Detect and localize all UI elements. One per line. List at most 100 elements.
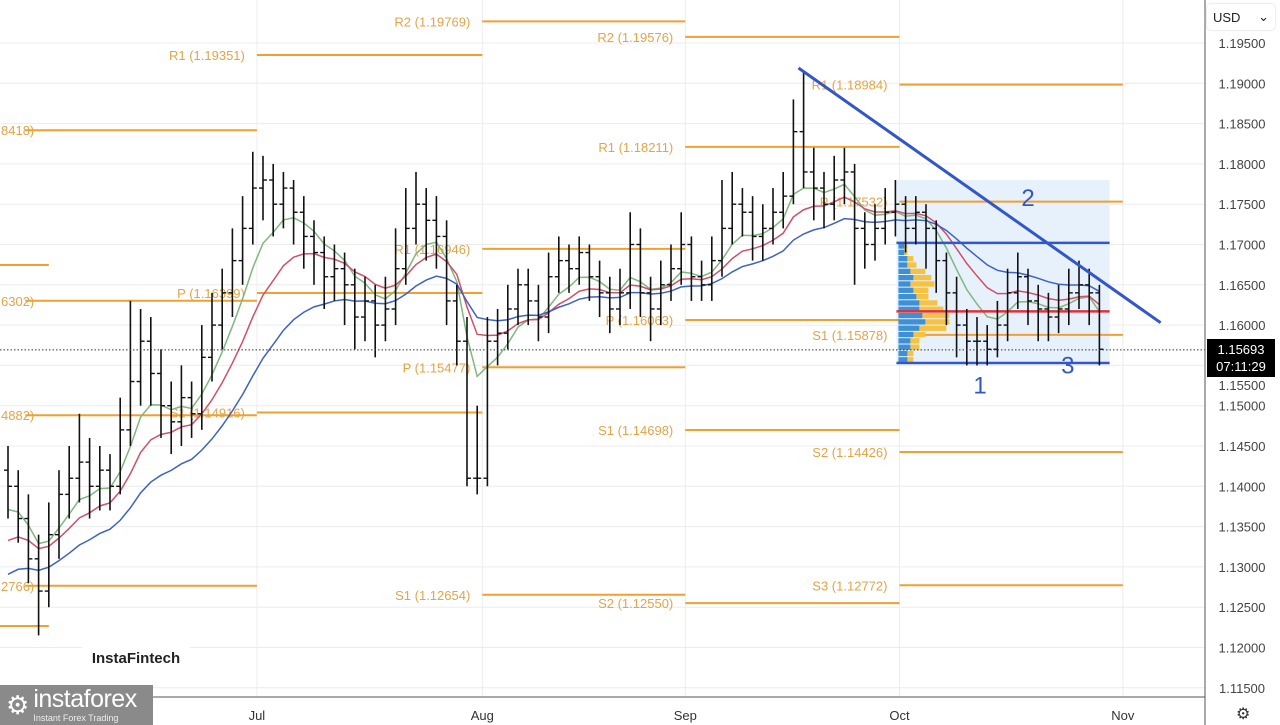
- volume-profile-buy-bar: [898, 325, 920, 331]
- ohlc-bar: [514, 268, 522, 326]
- ohlc-bar: [697, 260, 706, 301]
- ohlc-bar: [942, 252, 951, 326]
- ohlc-bar: [116, 397, 125, 495]
- y-tick-label: 1.14500: [1219, 439, 1266, 454]
- ohlc-bar: [1085, 268, 1094, 326]
- ohlc-bar: [554, 236, 563, 293]
- y-tick-label: 1.13000: [1219, 560, 1266, 575]
- ohlc-bar: [228, 228, 237, 318]
- ohlc-bar: [585, 244, 594, 301]
- ohlc-bar: [14, 470, 23, 543]
- ohlc-bar: [320, 236, 329, 309]
- pivot-label: R1 (1.16946): [394, 242, 470, 257]
- ohlc-bar: [289, 180, 298, 245]
- ohlc-bar: [707, 236, 716, 301]
- ohlc-bar: [1054, 284, 1063, 334]
- volume-profile-buy-bar: [898, 319, 926, 325]
- ohlc-bar: [197, 325, 206, 430]
- volume-profile-sell-bar: [910, 338, 920, 344]
- ohlc-bar: [728, 171, 737, 245]
- settings-icon[interactable]: ⚙: [1236, 706, 1251, 723]
- y-tick-label: 1.14000: [1219, 479, 1266, 494]
- ohlc-bar: [1095, 284, 1104, 366]
- y-tick-label: 1.15500: [1219, 378, 1266, 393]
- ohlc-bar: [932, 220, 941, 293]
- ohlc-bar: [157, 349, 165, 438]
- ohlc-bar: [779, 171, 788, 229]
- pivot-label: S1 (1.14916): [170, 405, 245, 420]
- pivot-label: R2 (1.19576): [597, 30, 673, 45]
- y-tick-label: 1.11500: [1219, 681, 1265, 696]
- watermark: InstaFintech: [82, 640, 190, 676]
- volume-profile-buy-bar: [898, 312, 923, 319]
- ohlc-bar: [34, 534, 43, 636]
- volume-profile-buy-bar: [898, 249, 905, 256]
- ohlc-bar: [1044, 292, 1053, 342]
- logo-name: instaforex: [33, 685, 137, 713]
- current-price-value: 1.15693: [1217, 342, 1265, 357]
- ohlc-bar: [911, 196, 920, 245]
- y-tick-label: 1.16000: [1219, 318, 1266, 333]
- ohlc-bar: [463, 317, 471, 487]
- ohlc-bar: [269, 163, 278, 237]
- y-tick-label: 1.17500: [1219, 197, 1266, 212]
- ohlc-bar: [799, 71, 808, 189]
- volume-profile-sell-bar: [913, 287, 929, 293]
- pivot-label: P (1.16399): [177, 286, 245, 301]
- ohlc-bar: [738, 188, 747, 237]
- volume-profile-buy-bar: [898, 293, 917, 300]
- pivot-label: S1 (1.12654): [395, 588, 470, 603]
- ohlc-bar: [871, 204, 879, 261]
- ohlc-bar: [259, 155, 267, 221]
- ohlc-bar: [350, 268, 359, 350]
- ohlc-bar: [238, 196, 247, 285]
- volume-profile-sell-bar: [919, 306, 944, 312]
- instaforex-logo: ⚙ instaforex Instant Forex Trading: [0, 685, 153, 725]
- ohlc-bar: [1024, 268, 1032, 326]
- ohlc-bar: [524, 268, 533, 326]
- pivot-label: 6302): [1, 294, 34, 309]
- volume-profile-buy-bar: [898, 243, 905, 249]
- ohlc-bar: [595, 260, 604, 318]
- volume-profile-buy-bar: [898, 350, 908, 357]
- x-tick-label: Jul: [249, 708, 266, 723]
- ohlc-bar: [891, 180, 900, 237]
- ohlc-bar: [769, 188, 777, 245]
- volume-profile-sell-bar: [922, 312, 950, 319]
- pivot-label: S2 (1.12550): [598, 596, 673, 611]
- ohlc-bar: [65, 446, 74, 519]
- ohlc-bar: [534, 284, 543, 342]
- ohlc-bar: [565, 244, 573, 293]
- volume-profile-buy-bar: [898, 262, 908, 268]
- volume-profile-sell-bar: [907, 262, 917, 268]
- ohlc-bar: [187, 381, 196, 438]
- y-tick-label: 1.19500: [1219, 36, 1266, 51]
- pivot-label: R1 (1.19351): [169, 48, 245, 63]
- ohlc-bar: [381, 276, 390, 342]
- ohlc-bar: [973, 317, 981, 366]
- ohlc-bar: [177, 365, 186, 446]
- ohlc-bar: [962, 308, 971, 366]
- ohlc-bar: [922, 204, 930, 269]
- y-tick-label: 1.12500: [1219, 600, 1266, 615]
- ohlc-bar: [126, 300, 135, 446]
- ohlc-bar: [85, 437, 94, 519]
- y-tick-label: 1.19000: [1219, 76, 1266, 91]
- volume-profile-buy-bar: [898, 338, 911, 344]
- volume-profile-sell-bar: [916, 293, 929, 300]
- ohlc-bar: [452, 284, 461, 366]
- y-tick-label: 1.18500: [1219, 117, 1266, 132]
- ohlc-bar: [24, 494, 33, 584]
- currency-selector[interactable]: USD ⌄: [1207, 4, 1275, 30]
- ohlc-bar: [789, 99, 798, 205]
- ohlc-bar: [473, 405, 482, 495]
- pivot-label: P (1.15477): [403, 360, 471, 375]
- ohlc-bar: [667, 244, 675, 301]
- ohlc-bar: [401, 188, 410, 285]
- volume-profile-buy-bar: [898, 281, 911, 287]
- currency-label: USD: [1213, 9, 1241, 25]
- ohlc-bar: [218, 268, 227, 350]
- ohlc-bar: [952, 276, 961, 358]
- moving-average-line: [7, 196, 1100, 550]
